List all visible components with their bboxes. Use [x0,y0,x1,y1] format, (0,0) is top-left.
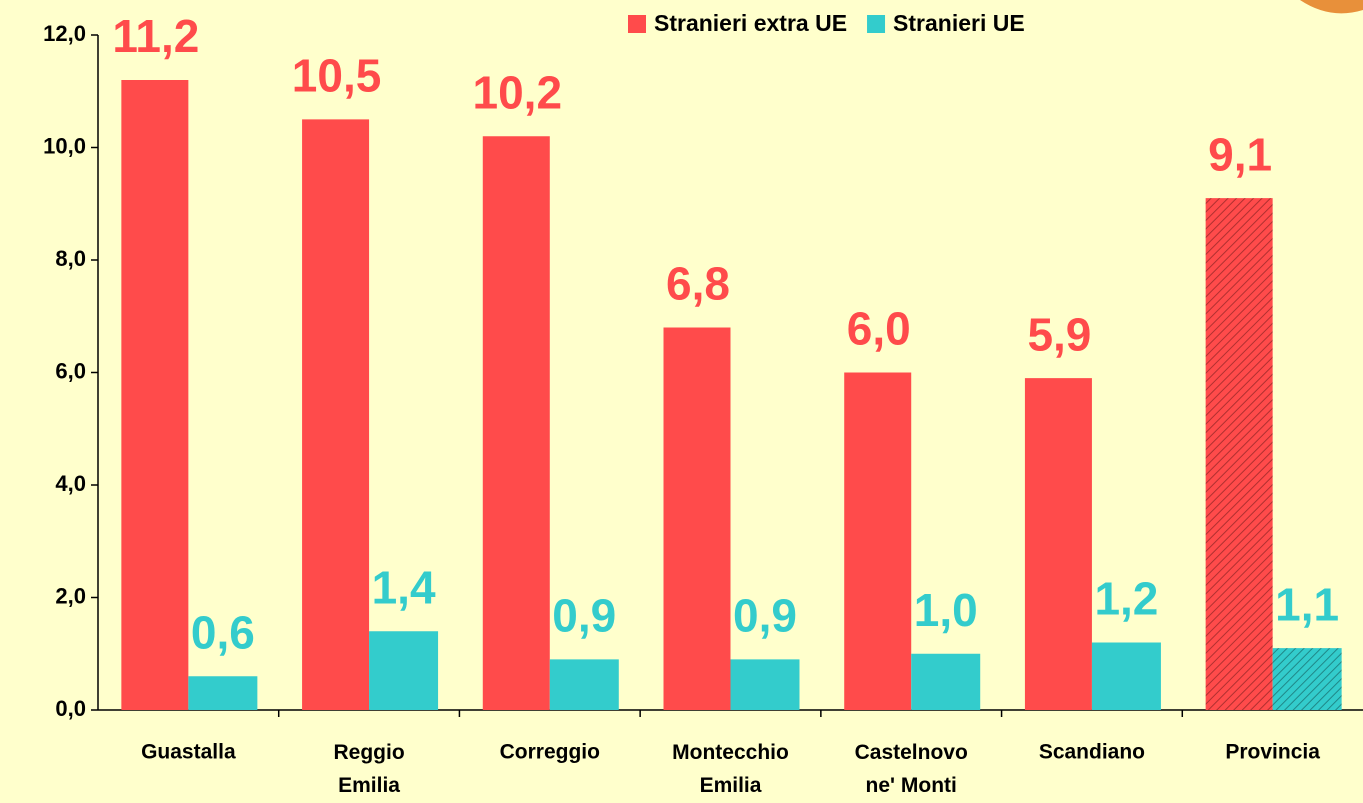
x-tick-label-line: ne' Monti [866,774,957,797]
data-label: 1,0 [914,584,978,636]
bar [188,676,258,710]
data-label: 11,2 [112,10,199,62]
bar [121,80,189,710]
bar [1091,642,1161,710]
data-label: 9,1 [1208,128,1272,180]
bar [549,659,619,710]
bar [1205,198,1273,710]
x-tick-label: Guastalla [141,741,236,764]
y-tick-label: 2,0 [55,583,86,608]
data-label: 6,0 [847,303,911,355]
bar [911,653,981,710]
data-label: 0,6 [191,606,255,658]
data-label: 0,9 [552,590,616,642]
y-tick-label: 6,0 [55,358,86,383]
bar [730,659,800,710]
legend-label: Stranieri UE [893,10,1025,36]
x-tick-label-line: Montecchio [672,741,789,764]
y-tick-label: 4,0 [55,471,86,496]
bar [663,327,731,710]
y-tick-label: 8,0 [55,246,86,271]
x-tick-label-line: Reggio [333,741,404,764]
x-tick-label-line: Castelnovo [855,741,968,764]
y-tick-label: 0,0 [55,696,86,721]
bar [1272,648,1342,710]
data-label: 10,5 [292,50,382,102]
legend-swatch [867,15,886,33]
data-label: 1,4 [372,561,436,613]
bar [1024,378,1092,710]
x-tick-label-line: Emilia [700,774,762,797]
x-tick-label-line: Emilia [338,774,400,797]
x-tick-label: Reggio Emilia [333,741,404,797]
bar [844,372,912,710]
x-tick-label: Castelnovo ne' Monti [855,741,968,797]
legend-swatch [628,15,646,33]
x-tick-label: Scandiano [1039,741,1145,764]
data-label: 6,8 [666,258,730,310]
y-tick-label: 10,0 [43,133,86,158]
legend-label: Stranieri extra UE [654,10,847,36]
data-label: 1,1 [1275,578,1339,630]
bar [482,136,550,710]
x-tick-label: Montecchio Emilia [672,741,789,797]
data-label: 5,9 [1027,308,1091,360]
bar [369,631,439,710]
data-label: 1,2 [1094,573,1158,625]
bar [302,119,370,710]
data-label: 10,2 [473,66,563,118]
x-tick-label: Correggio [500,741,600,764]
data-label: 0,9 [733,590,797,642]
y-tick-label: 12,0 [43,21,86,46]
corner-icon [1300,0,1363,14]
x-tick-label: Provincia [1225,741,1320,764]
